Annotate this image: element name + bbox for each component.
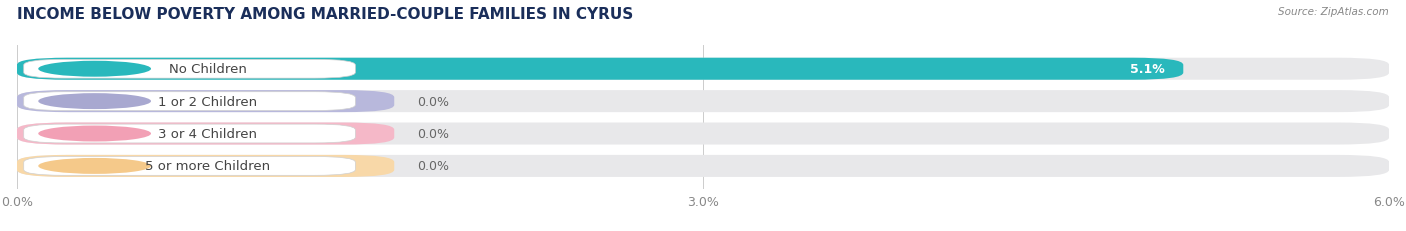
FancyBboxPatch shape: [24, 125, 356, 143]
Text: 0.0%: 0.0%: [418, 128, 449, 140]
FancyBboxPatch shape: [24, 157, 356, 176]
Text: 0.0%: 0.0%: [418, 95, 449, 108]
Text: 5.1%: 5.1%: [1130, 63, 1166, 76]
FancyBboxPatch shape: [24, 60, 356, 79]
Text: Source: ZipAtlas.com: Source: ZipAtlas.com: [1278, 7, 1389, 17]
FancyBboxPatch shape: [17, 58, 1184, 80]
Text: 0.0%: 0.0%: [418, 160, 449, 173]
FancyBboxPatch shape: [24, 92, 356, 111]
FancyBboxPatch shape: [17, 155, 1389, 177]
FancyBboxPatch shape: [17, 91, 394, 113]
Circle shape: [38, 61, 150, 77]
Circle shape: [38, 126, 150, 142]
Text: 1 or 2 Children: 1 or 2 Children: [159, 95, 257, 108]
FancyBboxPatch shape: [17, 123, 394, 145]
FancyBboxPatch shape: [17, 155, 394, 177]
Circle shape: [38, 94, 150, 110]
Text: INCOME BELOW POVERTY AMONG MARRIED-COUPLE FAMILIES IN CYRUS: INCOME BELOW POVERTY AMONG MARRIED-COUPL…: [17, 7, 633, 22]
FancyBboxPatch shape: [17, 91, 1389, 113]
Text: 3 or 4 Children: 3 or 4 Children: [159, 128, 257, 140]
FancyBboxPatch shape: [17, 58, 1389, 80]
Circle shape: [38, 158, 150, 174]
FancyBboxPatch shape: [17, 123, 1389, 145]
Text: No Children: No Children: [169, 63, 247, 76]
Text: 5 or more Children: 5 or more Children: [145, 160, 270, 173]
